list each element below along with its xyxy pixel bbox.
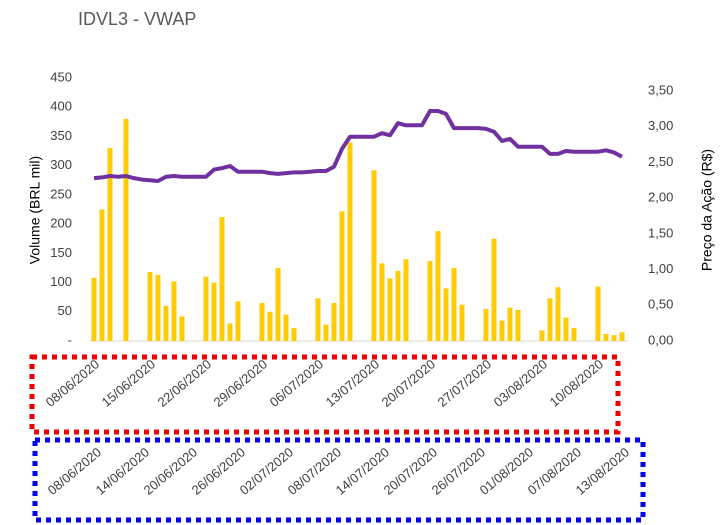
y-tick-label: 200 <box>50 216 72 231</box>
x-tick-label: 13/08/2020 <box>573 444 632 497</box>
x-tick-label: 06/07/2020 <box>267 356 326 409</box>
bar <box>507 307 513 341</box>
y2-axis-label: Preço da Ação (R$) <box>699 149 715 271</box>
bar <box>595 286 601 341</box>
y2-tick-label: 0,00 <box>648 332 673 347</box>
y2-tick-label: 3,50 <box>648 82 673 97</box>
y-tick-label: 300 <box>50 157 72 172</box>
bar <box>395 270 401 341</box>
x-tick-label: 08/06/2020 <box>43 356 102 409</box>
bar <box>539 330 545 341</box>
x-tick-label: 10/08/2020 <box>547 356 606 409</box>
x-tick-label: 15/06/2020 <box>99 356 158 409</box>
bar <box>99 209 105 341</box>
bar <box>499 320 505 341</box>
y-tick-label: 350 <box>50 128 72 143</box>
bar <box>107 148 113 341</box>
bar <box>123 118 129 342</box>
bar <box>339 211 345 341</box>
bar <box>323 324 329 341</box>
y2-tick-label: 3,00 <box>648 118 673 133</box>
bar <box>211 282 217 341</box>
bar <box>219 217 225 341</box>
bar <box>547 298 553 341</box>
bar <box>371 170 377 341</box>
bar <box>611 335 617 341</box>
bar <box>163 305 169 341</box>
bar <box>619 332 625 341</box>
y2-tick-label: 1,50 <box>648 225 673 240</box>
y-tick-label: 100 <box>50 274 72 289</box>
bar <box>491 238 497 341</box>
bar <box>459 304 465 341</box>
bar <box>331 303 337 341</box>
bar <box>443 288 449 341</box>
highlight-box <box>29 354 621 435</box>
bar <box>427 260 433 341</box>
bar <box>171 281 177 341</box>
bar <box>155 274 161 341</box>
bar <box>91 277 97 341</box>
y2-tick-label: 0,50 <box>648 297 673 312</box>
bar <box>147 272 153 341</box>
bar <box>555 287 561 341</box>
bar <box>379 263 385 341</box>
bar <box>203 276 209 341</box>
bar <box>275 267 281 341</box>
bar <box>315 298 321 341</box>
x-tick-label: 29/06/2020 <box>211 356 270 409</box>
bar <box>267 311 273 341</box>
bar <box>603 333 609 341</box>
y2-tick-label: 2,00 <box>648 190 673 205</box>
bar <box>563 317 569 341</box>
line <box>93 109 623 183</box>
y-axis-label: Volume (BRL mil) <box>27 156 43 264</box>
bar <box>403 259 409 341</box>
bar <box>435 231 441 341</box>
x-tick-label: 13/07/2020 <box>323 356 382 409</box>
bar <box>451 267 457 341</box>
y2-tick-label: 2,50 <box>648 154 673 169</box>
y-tick-label: - <box>68 332 72 347</box>
x-tick-label: 22/06/2020 <box>155 356 214 409</box>
x-tick-label: 20/07/2020 <box>379 356 438 409</box>
bar <box>227 323 233 341</box>
chart-title: IDVL3 - VWAP <box>78 9 196 29</box>
y-tick-label: 150 <box>50 245 72 260</box>
bar <box>571 328 577 341</box>
bar <box>515 310 521 341</box>
bar <box>259 303 265 341</box>
x-tick-label: 03/08/2020 <box>491 356 550 409</box>
bar <box>179 316 185 341</box>
bar <box>387 278 393 341</box>
bar <box>283 314 289 341</box>
y2-tick-label: 1,00 <box>648 261 673 276</box>
y-tick-label: 250 <box>50 186 72 201</box>
bar <box>291 328 297 341</box>
bar <box>483 308 489 341</box>
bar <box>235 301 241 341</box>
bar <box>347 142 353 341</box>
highlight-box <box>32 437 646 523</box>
y-tick-label: 400 <box>50 99 72 114</box>
x-tick-label: 27/07/2020 <box>435 356 494 409</box>
y-tick-label: 450 <box>50 69 72 84</box>
y-tick-label: 50 <box>58 303 72 318</box>
